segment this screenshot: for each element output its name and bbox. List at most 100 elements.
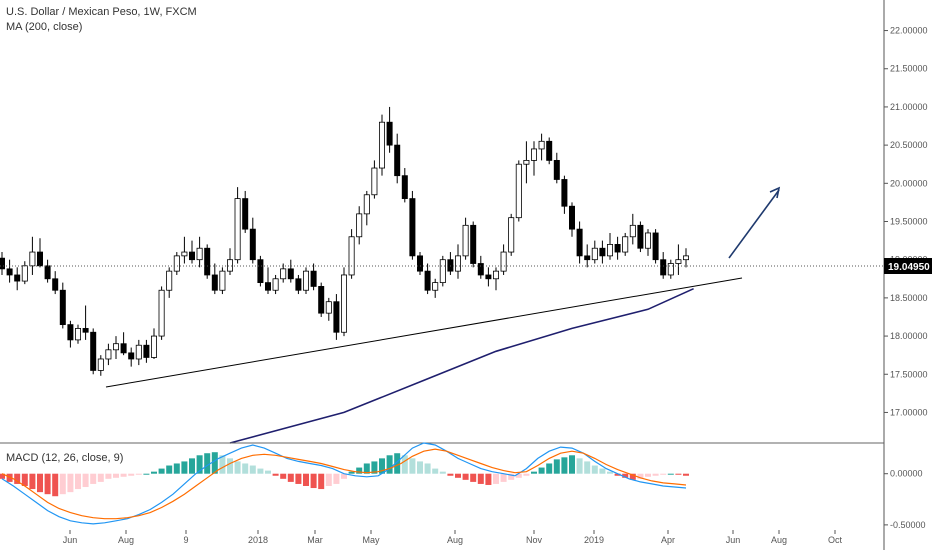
macd-legend[interactable]: MACD (12, 26, close, 9) <box>6 452 124 464</box>
candle[interactable] <box>135 339 142 366</box>
support-trendline[interactable] <box>105 277 743 388</box>
candle[interactable] <box>272 274 279 295</box>
candle[interactable] <box>378 114 385 176</box>
candle[interactable] <box>6 259 13 283</box>
candle[interactable] <box>150 328 157 359</box>
candle[interactable] <box>683 248 690 268</box>
candle[interactable] <box>29 236 36 275</box>
candle[interactable] <box>416 252 423 275</box>
candle[interactable] <box>302 267 309 295</box>
candle[interactable] <box>318 282 325 317</box>
candle[interactable] <box>401 168 408 203</box>
candle[interactable] <box>409 190 416 260</box>
candle[interactable] <box>120 332 127 356</box>
candle[interactable] <box>287 259 294 283</box>
candle[interactable] <box>113 336 120 359</box>
candle[interactable] <box>439 255 446 287</box>
candlestick-series[interactable] <box>0 106 690 376</box>
candle[interactable] <box>249 217 256 264</box>
candle[interactable] <box>576 221 583 264</box>
candle[interactable] <box>234 187 241 264</box>
candle[interactable] <box>515 160 522 222</box>
candle[interactable] <box>173 252 180 275</box>
candle[interactable] <box>561 175 568 214</box>
candle[interactable] <box>211 263 218 295</box>
candle[interactable] <box>257 255 264 287</box>
candle[interactable] <box>166 267 173 298</box>
candle[interactable] <box>470 221 477 268</box>
candle[interactable] <box>204 244 211 279</box>
candle[interactable] <box>569 202 576 237</box>
candle[interactable] <box>325 297 332 321</box>
candle[interactable] <box>432 278 439 298</box>
candle[interactable] <box>14 267 21 291</box>
candle[interactable] <box>105 343 112 366</box>
target-arrow[interactable] <box>728 186 781 259</box>
candle[interactable] <box>143 339 150 363</box>
candle[interactable] <box>553 152 560 184</box>
candle[interactable] <box>386 106 393 153</box>
macd-line[interactable] <box>1 442 687 525</box>
candle[interactable] <box>599 240 606 264</box>
candle[interactable] <box>348 229 355 279</box>
candle[interactable] <box>295 274 302 295</box>
candle[interactable] <box>637 221 644 253</box>
candle[interactable] <box>447 252 454 275</box>
candle[interactable] <box>363 190 370 226</box>
candle[interactable] <box>242 190 249 233</box>
candle[interactable] <box>82 305 89 340</box>
candle[interactable] <box>371 160 378 199</box>
candle[interactable] <box>97 355 104 376</box>
candle[interactable] <box>52 271 59 295</box>
symbol-title[interactable]: U.S. Dollar / Mexican Peso, 1W, FXCM <box>6 6 197 18</box>
ma-200-line[interactable] <box>229 287 694 444</box>
candle[interactable] <box>394 133 401 184</box>
candle[interactable] <box>675 244 682 275</box>
candle[interactable] <box>59 282 66 329</box>
candle[interactable] <box>188 240 195 264</box>
candle[interactable] <box>500 244 507 275</box>
candle[interactable] <box>614 236 621 260</box>
candle[interactable] <box>538 133 545 161</box>
candle[interactable] <box>523 141 530 184</box>
candle[interactable] <box>280 263 287 283</box>
candle[interactable] <box>226 248 233 275</box>
candle[interactable] <box>485 267 492 287</box>
candle[interactable] <box>128 347 135 367</box>
candle[interactable] <box>44 259 51 283</box>
candle[interactable] <box>546 137 553 165</box>
macd-axis[interactable]: 0.00000 -0.50000 <box>884 469 926 530</box>
candle[interactable] <box>622 232 629 256</box>
macd-signal-line[interactable] <box>1 448 687 520</box>
candle[interactable] <box>508 213 515 256</box>
candle[interactable] <box>356 206 363 245</box>
candle[interactable] <box>652 229 659 264</box>
candle[interactable] <box>660 252 667 279</box>
candle[interactable] <box>629 213 636 245</box>
candle[interactable] <box>158 286 165 340</box>
candle[interactable] <box>333 294 340 340</box>
candle[interactable] <box>607 232 614 260</box>
candle[interactable] <box>219 267 226 295</box>
macd-histogram[interactable] <box>0 452 689 497</box>
candle[interactable] <box>645 229 652 256</box>
candle[interactable] <box>310 263 317 291</box>
candle[interactable] <box>196 236 203 268</box>
candle[interactable] <box>264 267 271 295</box>
candle[interactable] <box>424 263 431 295</box>
candle[interactable] <box>90 328 97 375</box>
candle[interactable] <box>591 240 598 264</box>
candle[interactable] <box>462 217 469 260</box>
candle[interactable] <box>477 255 484 279</box>
candle[interactable] <box>667 259 674 279</box>
candle[interactable] <box>492 267 499 291</box>
candle[interactable] <box>181 236 188 264</box>
candle[interactable] <box>454 244 461 279</box>
candle[interactable] <box>67 320 74 348</box>
candle[interactable] <box>340 267 347 337</box>
candle[interactable] <box>531 141 538 176</box>
candle[interactable] <box>0 252 5 275</box>
time-axis[interactable]: Jun Aug 9 2018 Mar May Aug Nov 2019 Apr Jun Aug Oct <box>63 530 843 545</box>
ma-legend[interactable]: MA (200, close) <box>6 21 83 33</box>
